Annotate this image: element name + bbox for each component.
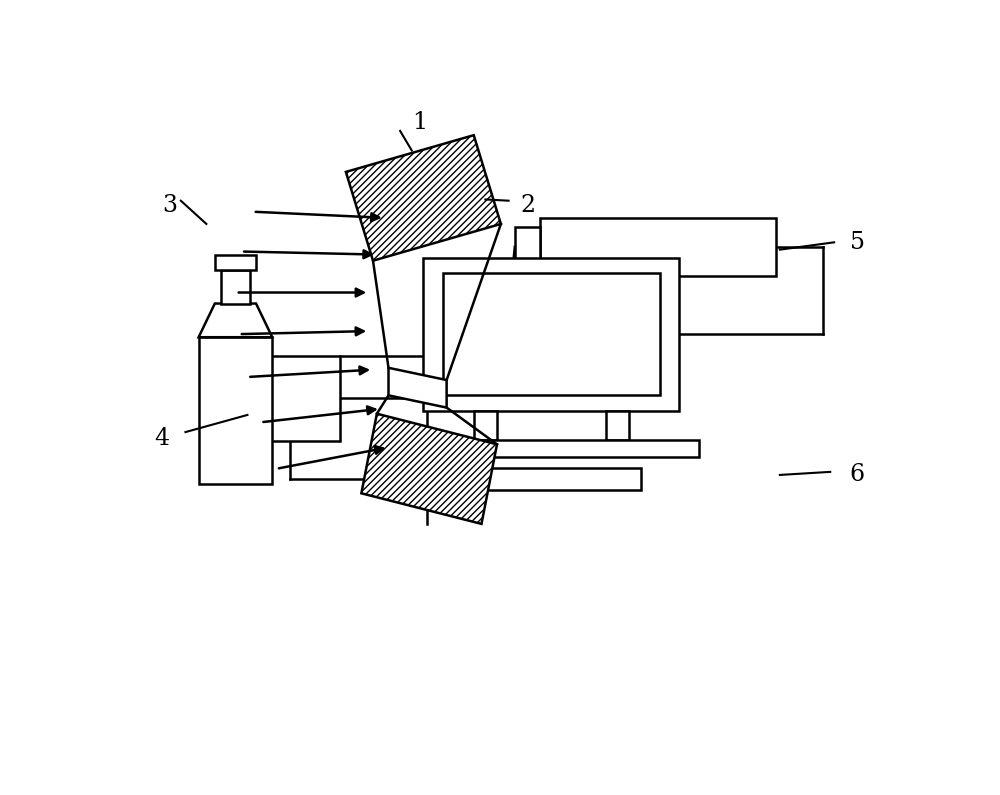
- Bar: [515, 227, 540, 267]
- Polygon shape: [199, 304, 272, 337]
- Bar: [404, 440, 698, 457]
- Bar: [199, 337, 272, 484]
- Bar: [540, 218, 776, 276]
- Bar: [240, 355, 340, 441]
- Bar: [474, 411, 497, 440]
- Polygon shape: [346, 135, 501, 261]
- Text: 5: 5: [850, 231, 865, 254]
- Bar: [215, 254, 256, 270]
- Bar: [423, 258, 679, 411]
- Bar: [443, 273, 660, 395]
- Polygon shape: [361, 413, 497, 524]
- Bar: [221, 270, 250, 304]
- Text: 6: 6: [850, 463, 865, 487]
- Text: 3: 3: [162, 194, 177, 217]
- Polygon shape: [388, 368, 447, 408]
- Text: 2: 2: [520, 194, 536, 217]
- Bar: [606, 411, 629, 440]
- Text: 1: 1: [412, 111, 427, 134]
- Text: 4: 4: [155, 427, 170, 450]
- Bar: [462, 468, 641, 490]
